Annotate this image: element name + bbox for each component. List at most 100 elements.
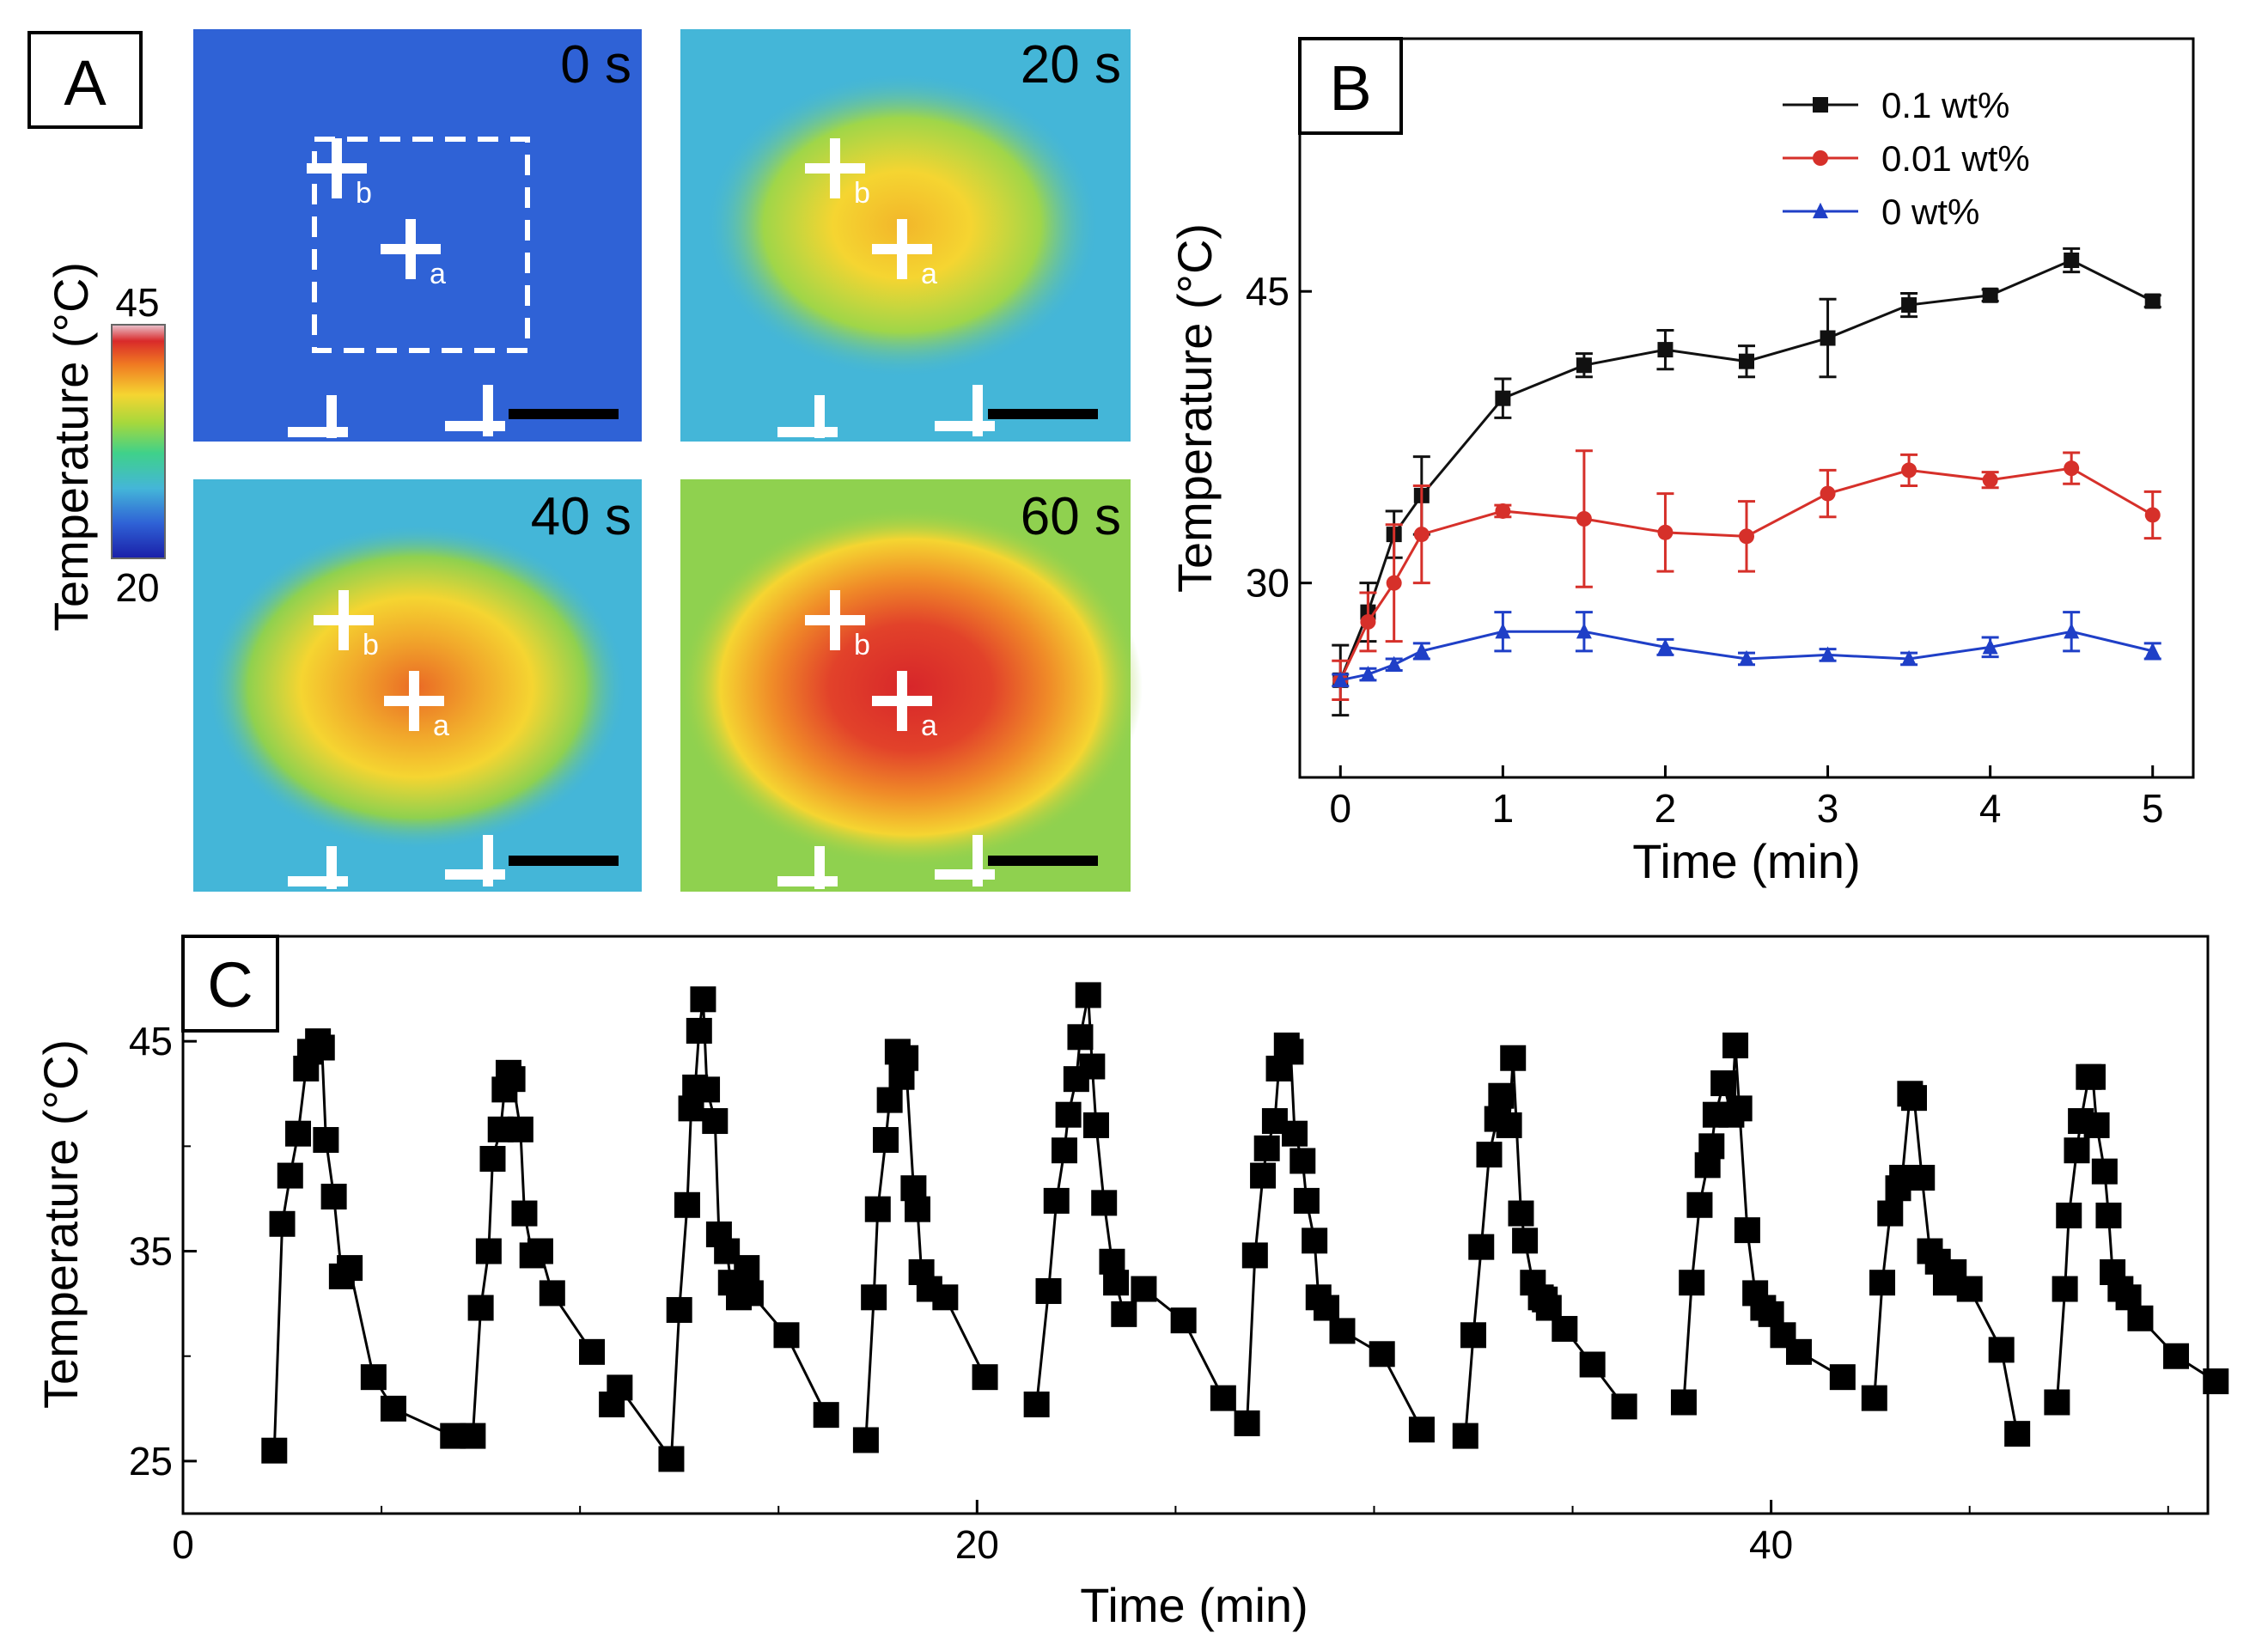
data-point: [1982, 472, 1998, 488]
data-point: [2144, 507, 2161, 523]
reference-markers: [777, 385, 995, 438]
data-point: [2127, 1305, 2154, 1331]
series-0-wt-: [1332, 611, 2161, 688]
data-point: [1075, 982, 1101, 1008]
cross-marker-b: b: [307, 138, 372, 210]
data-point: [1698, 1133, 1725, 1160]
data-point: [1051, 1137, 1077, 1164]
data-point: [873, 1127, 899, 1154]
data-point: [1785, 1338, 1812, 1365]
data-point: [1877, 1200, 1904, 1227]
data-point: [861, 1284, 887, 1311]
heating-cycle-2: [460, 1059, 606, 1449]
data-point: [1869, 1270, 1896, 1296]
data-point: [308, 1034, 335, 1061]
data-point: [666, 1296, 692, 1323]
data-point: [1820, 485, 1836, 502]
data-point: [2064, 1137, 2090, 1164]
marker-label-b: b: [356, 177, 372, 210]
data-point: [475, 1238, 502, 1264]
data-point: [2064, 623, 2080, 639]
frame-time-label: 60 s: [1021, 487, 1121, 546]
data-point: [269, 1210, 296, 1237]
data-point: [1369, 1341, 1395, 1368]
x-tick-label: 2: [1655, 786, 1677, 831]
data-point: [2064, 253, 2080, 268]
data-point: [1250, 1162, 1277, 1189]
data-point: [1861, 1385, 1887, 1411]
data-point: [1512, 1228, 1539, 1254]
colorbar-min-label: 20: [115, 565, 159, 610]
data-point: [904, 1196, 930, 1222]
panel-c-series: [261, 982, 2229, 1472]
panel-c-frame: [181, 935, 2210, 1515]
panel-c: C 0 20 40 25 35 45 Time (min) Temperature (°C…: [34, 935, 2229, 1632]
data-point: [1314, 1295, 1340, 1321]
data-point: [686, 1017, 712, 1044]
data-point: [1360, 613, 1376, 630]
data-point: [1576, 623, 1592, 639]
data-point: [1452, 1423, 1478, 1449]
data-point: [2064, 460, 2080, 477]
data-point: [1988, 1337, 2015, 1363]
data-point: [1386, 575, 1402, 591]
marker-label-b: b: [854, 177, 870, 210]
data-point: [539, 1280, 565, 1307]
series-line: [1338, 259, 2154, 681]
data-point: [734, 1255, 760, 1282]
data-point: [499, 1066, 526, 1093]
panel-c-x-axis-title: Time (min): [1080, 1578, 1308, 1632]
data-point: [1210, 1385, 1236, 1411]
cross-marker-b: b: [805, 138, 870, 210]
data-point: [1901, 649, 1917, 667]
legend-marker: [1813, 202, 1828, 219]
data-point: [277, 1162, 303, 1189]
series-0-1-wt-: [1332, 247, 2161, 717]
data-point: [690, 986, 716, 1013]
series-0-01-wt-: [1332, 449, 2161, 701]
panel-b-x-axis-title: Time (min): [1632, 834, 1860, 888]
marker-label-b: b: [363, 629, 379, 661]
x-tick-label: 40: [1749, 1522, 1793, 1567]
data-point: [674, 1191, 700, 1218]
data-point: [467, 1295, 494, 1321]
data-point: [380, 1395, 406, 1422]
data-point: [1739, 649, 1754, 667]
data-point: [2056, 1203, 2082, 1229]
data-point: [773, 1322, 800, 1349]
marker-label-a: a: [921, 258, 937, 290]
data-point: [2163, 1343, 2190, 1369]
data-point: [1982, 638, 1998, 655]
data-point: [1508, 1200, 1534, 1227]
data-point: [1289, 1148, 1316, 1174]
data-point: [1956, 1276, 1983, 1302]
data-point: [1282, 1120, 1308, 1147]
data-point: [261, 1437, 288, 1464]
data-point: [607, 1374, 633, 1401]
data-point: [702, 1108, 729, 1135]
panel-a-label: A: [64, 47, 107, 119]
data-point: [2079, 1063, 2106, 1090]
y-tick-label: 45: [129, 1019, 173, 1063]
data-point: [1103, 1270, 1130, 1296]
colorbar-title: Temperature (°C): [44, 262, 98, 631]
panel-b-frame: [1298, 37, 2195, 779]
data-point: [2083, 1112, 2110, 1138]
data-point: [507, 1116, 533, 1142]
panel-c-y-axis-title: Temperature (°C): [34, 1039, 88, 1409]
thermal-frame-60s: b a 60 s: [679, 479, 1143, 892]
data-point: [1739, 528, 1754, 545]
data-point: [1476, 1142, 1503, 1168]
data-point: [1277, 1039, 1304, 1065]
x-tick-label: 1: [1492, 786, 1515, 831]
panel-c-label-box: [181, 935, 279, 1033]
data-point: [1552, 1315, 1578, 1342]
heating-cycle-9: [1861, 1081, 2031, 1447]
data-point: [1234, 1410, 1260, 1436]
reference-markers: [288, 385, 505, 438]
data-point: [1386, 655, 1402, 672]
y-tick-label: 35: [129, 1229, 173, 1274]
cross-marker-a: a: [381, 219, 446, 290]
